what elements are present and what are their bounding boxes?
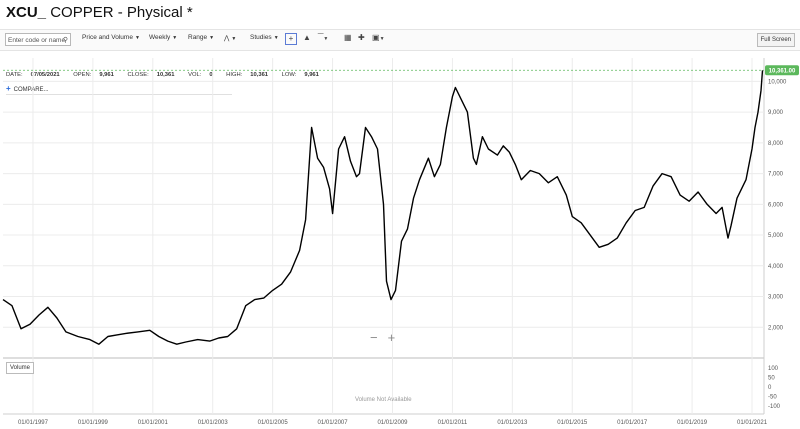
compare-label: COMPARE... xyxy=(13,87,49,93)
symbol-code: XCU_ xyxy=(6,4,47,21)
x-tick-label: 01/01/2021 xyxy=(737,420,768,426)
studies-dropdown[interactable]: Studies ▼ xyxy=(250,34,279,41)
x-tick-label: 01/01/2011 xyxy=(438,420,468,426)
x-tick-label: 01/01/2003 xyxy=(198,420,229,426)
date-readout: DATE: 07/05/2021 xyxy=(6,72,60,78)
ohlc-readout: DATE: 07/05/2021 OPEN: 9,961 CLOSE: 10,361 … xyxy=(6,72,331,78)
grid-icon[interactable]: ▦ xyxy=(344,33,352,42)
volume-not-available: Volume Not Available xyxy=(355,397,412,403)
x-tick-label: 01/01/2005 xyxy=(258,420,289,426)
camera-icon[interactable]: ▣▼ xyxy=(372,33,385,42)
chart-title: XCU_ COPPER - Physical * xyxy=(6,4,193,21)
chevron-down-icon: ▼ xyxy=(209,35,215,41)
interval-label: Weekly xyxy=(149,34,171,41)
search-icon[interactable]: ⚲ xyxy=(62,37,68,44)
price-volume-label: Price and Volume xyxy=(82,34,133,41)
symbol-search-input[interactable]: Enter code or name ⚲ xyxy=(5,33,71,46)
drawing-tool-icon[interactable]: ‾‾▼ xyxy=(318,33,329,42)
y-tick-label: 2,000 xyxy=(768,325,784,331)
bell-icon[interactable]: ▲ xyxy=(303,33,311,42)
zoom-in-icon[interactable]: + xyxy=(387,330,396,345)
move-icon[interactable]: ✚ xyxy=(358,33,365,42)
high-readout: HIGH: 10,361 xyxy=(226,72,269,78)
x-tick-label: 01/01/1997 xyxy=(18,420,49,426)
y-tick-label: 4,000 xyxy=(768,264,784,270)
last-price-label: 10,361.00 xyxy=(769,68,796,74)
toolbar: Enter code or name ⚲ Price and Volume ▼ We… xyxy=(0,29,800,51)
x-tick-label: 01/01/2007 xyxy=(318,420,349,426)
chevron-down-icon: ▼ xyxy=(231,36,237,42)
chevron-down-icon: ▼ xyxy=(134,35,140,41)
last-price-badge xyxy=(765,65,799,76)
compare-button[interactable]: + COMPARE... xyxy=(6,84,232,95)
volume-tick-label: 100 xyxy=(768,366,779,372)
volume-panel-label: Volume xyxy=(6,362,35,374)
x-tick-label: 01/01/2009 xyxy=(377,420,408,426)
chevron-down-icon: ▼ xyxy=(172,35,178,41)
title-bar: XCU_ COPPER - Physical * xyxy=(0,0,800,28)
price-volume-dropdown[interactable]: Price and Volume ▼ xyxy=(82,34,140,41)
range-dropdown[interactable]: Range ▼ xyxy=(188,34,214,41)
volume-readout: VOL: 0 xyxy=(188,72,213,78)
studies-label: Studies xyxy=(250,34,272,41)
x-tick-label: 01/01/1999 xyxy=(78,420,109,426)
low-readout: LOW: 9,961 xyxy=(281,72,319,78)
open-readout: OPEN: 9,961 xyxy=(73,72,114,78)
volume-tick-label: 50 xyxy=(768,376,775,382)
x-tick-label: 01/01/2015 xyxy=(557,420,588,426)
y-tick-label: 5,000 xyxy=(768,233,784,239)
chart-type-dropdown[interactable]: ⋀ ▼ xyxy=(224,34,236,42)
chevron-down-icon: ▼ xyxy=(273,35,279,41)
interval-dropdown[interactable]: Weekly ▼ xyxy=(149,34,177,41)
price-series-line xyxy=(2,70,764,345)
zoom-controls: − + xyxy=(370,330,405,345)
y-tick-label: 9,000 xyxy=(768,110,784,116)
plus-icon: + xyxy=(6,84,11,93)
x-tick-label: 01/01/2017 xyxy=(617,420,648,426)
x-tick-label: 01/01/2019 xyxy=(677,420,708,426)
volume-tick-label: 0 xyxy=(768,385,772,391)
x-tick-label: 01/01/2001 xyxy=(138,420,169,426)
zoom-out-icon[interactable]: − xyxy=(370,330,378,345)
search-placeholder: Enter code or name xyxy=(8,37,66,44)
close-readout: CLOSE: 10,361 xyxy=(127,72,175,78)
range-label: Range xyxy=(188,34,208,41)
volume-tick-label: -100 xyxy=(768,404,781,410)
x-tick-label: 01/01/2013 xyxy=(497,420,528,426)
y-tick-label: 3,000 xyxy=(768,295,784,301)
fullscreen-button[interactable]: Full Screen xyxy=(756,33,795,47)
y-tick-label: 10,000 xyxy=(768,79,787,85)
volume-tick-label: -50 xyxy=(768,395,777,401)
crosshair-icon[interactable]: + xyxy=(285,33,297,45)
line-chart-icon: ⋀ xyxy=(224,35,230,42)
y-tick-label: 6,000 xyxy=(768,202,784,208)
y-tick-label: 7,000 xyxy=(768,172,784,178)
y-tick-label: 8,000 xyxy=(768,141,784,147)
instrument-name: COPPER - Physical * xyxy=(50,4,193,21)
